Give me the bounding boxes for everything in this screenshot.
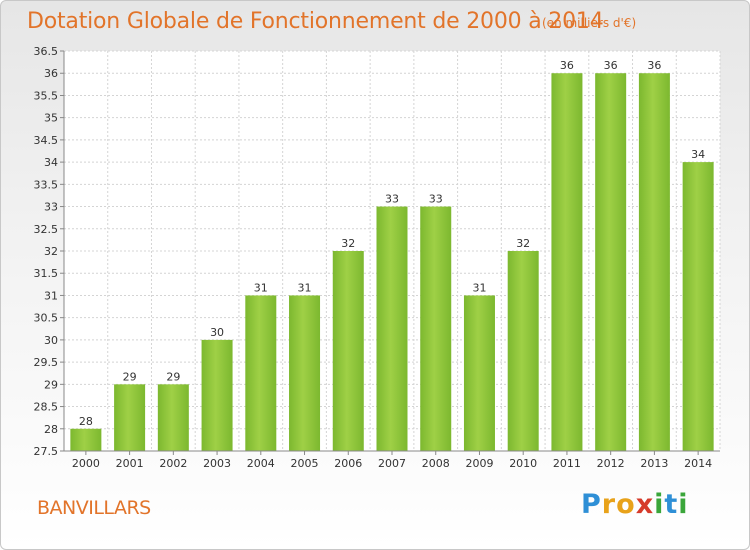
y-tick-label: 33	[44, 201, 58, 214]
value-label-2014: 34	[691, 148, 705, 161]
proxiti-logo: Proxiti	[581, 489, 689, 520]
logo-letter: o	[616, 489, 636, 520]
value-label-2006: 32	[341, 237, 355, 250]
x-tick-label-2005: 2005	[291, 457, 319, 470]
y-tick-label: 28	[44, 423, 58, 436]
bar-2012	[595, 73, 627, 451]
x-tick-label-2014: 2014	[684, 457, 712, 470]
bar-2014	[682, 162, 714, 451]
y-tick-label: 33.5	[34, 178, 59, 191]
y-tick-label: 32	[44, 245, 58, 258]
logo-letter: x	[635, 489, 655, 520]
value-label-2004: 31	[254, 281, 268, 294]
y-tick-label: 36.5	[34, 45, 59, 58]
bar-2003	[201, 339, 233, 451]
y-tick-label: 30	[44, 334, 58, 347]
value-label-2003: 30	[210, 326, 224, 339]
y-tick-label: 36	[44, 67, 58, 80]
y-tick-label: 30.5	[34, 312, 59, 325]
bar-2006	[332, 251, 364, 451]
value-label-2007: 33	[385, 193, 399, 206]
y-tick-label: 35	[44, 112, 58, 125]
logo-letter: r	[601, 489, 617, 520]
bar-2010	[507, 251, 539, 451]
y-tick-label: 32.5	[34, 223, 59, 236]
chart-subtitle: (en milliers d'€)	[542, 16, 637, 30]
bar-2008	[420, 206, 452, 451]
x-tick-label-2004: 2004	[247, 457, 275, 470]
y-tick-label: 27.5	[34, 445, 59, 458]
y-tick-label: 34	[44, 156, 58, 169]
chart-title: Dotation Globale de Fonctionnement de 20…	[27, 9, 604, 34]
bar-2004	[245, 295, 277, 451]
value-label-2009: 31	[472, 281, 486, 294]
x-tick-label-2012: 2012	[597, 457, 625, 470]
value-label-2012: 36	[604, 59, 618, 72]
bar-2005	[289, 295, 321, 451]
value-label-2000: 28	[79, 415, 93, 428]
bar-2011	[551, 73, 583, 451]
bar-2002	[157, 384, 189, 451]
value-label-2001: 29	[123, 370, 137, 383]
value-label-2010: 32	[516, 237, 530, 250]
value-label-2005: 31	[298, 281, 312, 294]
y-tick-label: 35.5	[34, 89, 59, 102]
x-tick-label-2003: 2003	[203, 457, 231, 470]
x-tick-label-2011: 2011	[553, 457, 581, 470]
x-tick-label-2006: 2006	[334, 457, 362, 470]
logo-letter: P	[581, 489, 602, 520]
bar-2001	[114, 384, 146, 451]
value-label-2008: 33	[429, 193, 443, 206]
value-label-2002: 29	[166, 370, 180, 383]
logo-letter: i	[678, 489, 689, 520]
x-tick-label-2002: 2002	[159, 457, 187, 470]
x-tick-label-2009: 2009	[465, 457, 493, 470]
logo-letter: t	[664, 489, 679, 520]
bar-2007	[376, 206, 408, 451]
value-label-2013: 36	[647, 59, 661, 72]
place-name: BANVILLARS	[37, 497, 151, 519]
value-label-2011: 36	[560, 59, 574, 72]
logo-letter: i	[654, 489, 665, 520]
bar-2013	[638, 73, 670, 451]
x-tick-label-2013: 2013	[640, 457, 668, 470]
bar-2009	[463, 295, 495, 451]
x-tick-label-2000: 2000	[72, 457, 100, 470]
x-tick-label-2010: 2010	[509, 457, 537, 470]
x-tick-label-2008: 2008	[422, 457, 450, 470]
x-tick-label-2007: 2007	[378, 457, 406, 470]
y-tick-label: 28.5	[34, 401, 59, 414]
y-tick-label: 34.5	[34, 134, 59, 147]
y-tick-label: 31	[44, 289, 58, 302]
y-tick-label: 29.5	[34, 356, 59, 369]
bar-2000	[70, 428, 102, 451]
y-tick-label: 31.5	[34, 267, 59, 280]
x-tick-label-2001: 2001	[116, 457, 144, 470]
y-tick-label: 29	[44, 378, 58, 391]
